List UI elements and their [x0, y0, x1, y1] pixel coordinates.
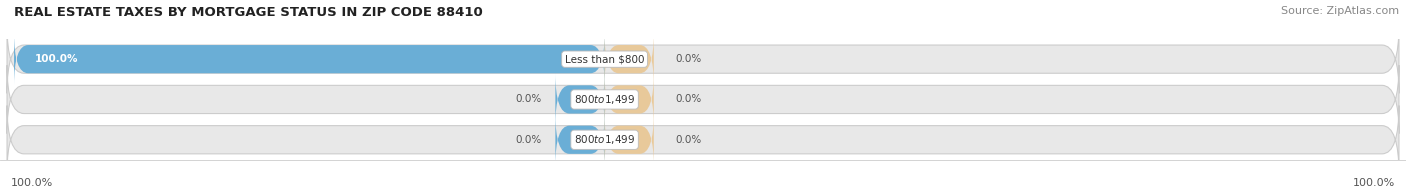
- Text: Less than $800: Less than $800: [565, 54, 644, 64]
- FancyBboxPatch shape: [555, 113, 605, 166]
- Text: 0.0%: 0.0%: [675, 94, 702, 105]
- Text: 100.0%: 100.0%: [11, 178, 53, 188]
- FancyBboxPatch shape: [555, 73, 605, 126]
- Text: 0.0%: 0.0%: [675, 135, 702, 145]
- Text: $800 to $1,499: $800 to $1,499: [574, 133, 636, 146]
- FancyBboxPatch shape: [7, 105, 1399, 174]
- Text: Source: ZipAtlas.com: Source: ZipAtlas.com: [1281, 6, 1399, 16]
- FancyBboxPatch shape: [605, 73, 654, 126]
- Text: 0.0%: 0.0%: [515, 94, 541, 105]
- FancyBboxPatch shape: [605, 113, 654, 166]
- Text: REAL ESTATE TAXES BY MORTGAGE STATUS IN ZIP CODE 88410: REAL ESTATE TAXES BY MORTGAGE STATUS IN …: [14, 6, 482, 19]
- FancyBboxPatch shape: [7, 65, 1399, 134]
- Text: 100.0%: 100.0%: [35, 54, 79, 64]
- FancyBboxPatch shape: [7, 25, 1399, 93]
- Text: 0.0%: 0.0%: [675, 54, 702, 64]
- Text: 0.0%: 0.0%: [515, 135, 541, 145]
- Text: $800 to $1,499: $800 to $1,499: [574, 93, 636, 106]
- FancyBboxPatch shape: [14, 33, 605, 85]
- Text: 100.0%: 100.0%: [1353, 178, 1395, 188]
- FancyBboxPatch shape: [605, 33, 654, 85]
